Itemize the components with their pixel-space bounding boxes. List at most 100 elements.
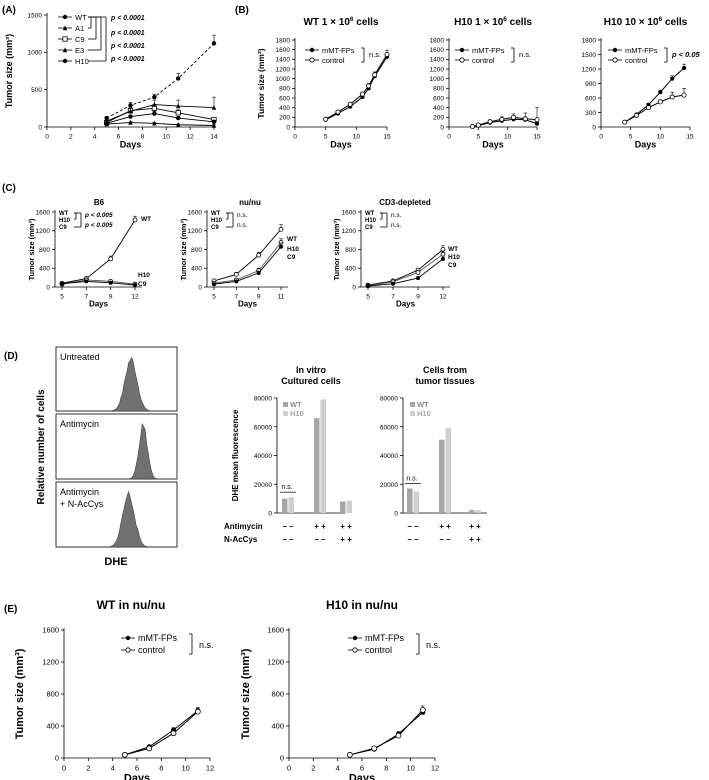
legend-label: H10 — [365, 218, 377, 224]
data-point-control — [634, 112, 640, 118]
treatment-sign: + + — [340, 535, 352, 544]
y-tick-label: 80000 — [254, 396, 272, 403]
treatment-sign: – – — [407, 535, 419, 544]
chart-title: H10 1 × 106 cells — [454, 16, 532, 28]
y-tick-label: 0 — [46, 284, 50, 291]
x-tick-label: 12 — [131, 294, 139, 301]
y-tick-label: 1500 — [28, 12, 43, 19]
bar-chart-D1: 0 20000 40000 60000 80000 DHE mean fluorescen… — [231, 365, 352, 518]
chart-C1: 0 400 800 1200 1600 5 7 9 12 Days Tumor size (mm³)… — [27, 198, 142, 309]
data-point-WT — [104, 115, 109, 121]
significance-label: n.s. — [519, 50, 531, 59]
y-tick-label: 800 — [433, 86, 444, 93]
x-tick-label: 6 — [135, 764, 139, 773]
panel-label-c: (C) — [2, 183, 16, 194]
y-tick-label: 800 — [39, 247, 50, 254]
y-tick-label: 0 — [394, 511, 398, 518]
x-tick-label: 7 — [235, 294, 239, 301]
y-tick-label: 0 — [352, 284, 356, 291]
y-axis-title: Relative number of cells — [36, 389, 47, 504]
histogram-box — [55, 481, 178, 548]
p-value-label: n.s. — [391, 222, 402, 229]
data-point-control — [335, 109, 341, 115]
y-tick-label: 600 — [279, 95, 290, 102]
x-tick-label: 0 — [293, 134, 297, 141]
x-tick-label: 9 — [257, 294, 261, 301]
histogram-label: + N-AcCys — [60, 499, 104, 509]
legend-label: A1 — [75, 24, 84, 33]
data-point-WT — [256, 252, 262, 258]
legend-label: mMT-FPs — [472, 46, 505, 55]
legend-label: control — [138, 645, 165, 655]
x-axis-title: Days — [330, 140, 352, 150]
legend-label: WT — [59, 211, 69, 217]
end-label: C9 — [138, 281, 147, 288]
y-tick-label: 1200 — [188, 228, 203, 235]
treatment-sign: – – — [407, 522, 419, 531]
x-axis-title: Days — [124, 773, 150, 780]
data-point-C9 — [366, 284, 370, 289]
series-line-H10 — [61, 279, 136, 285]
x-tick-label: 0 — [45, 134, 49, 141]
y-axis-title: Tumor size (mm³) — [179, 218, 188, 280]
y-tick-label: 800 — [345, 247, 356, 254]
legend-swatch-wt — [283, 402, 288, 407]
significance-label: n.s. — [199, 640, 214, 650]
y-tick-label: 800 — [46, 690, 59, 699]
chart-B1: 0 200 400 600 800 1000 1200 1400 1600 1800 0 5 10 15 D… — [256, 16, 391, 150]
y-axis-title: DHE mean fluorescence — [231, 409, 240, 501]
y-tick-label: 80000 — [380, 396, 398, 403]
x-axis-title: DHE — [104, 556, 127, 568]
treatment-sign: – – — [439, 535, 451, 544]
data-point-WT — [176, 76, 181, 81]
y-tick-label: 500 — [31, 87, 42, 94]
histogram-box — [55, 346, 178, 412]
legend-swatch-h10 — [410, 411, 415, 416]
data-point-A1 — [176, 122, 181, 127]
p-value-label: p < 0.005 — [84, 212, 113, 219]
chart-E2: 0 400 800 1200 1600 0 2 4 6 8 10 12 Days Tumor size (… — [240, 598, 439, 780]
title-superscript: 6 — [659, 16, 663, 23]
data-point-control — [475, 122, 481, 128]
y-tick-label: 800 — [279, 86, 290, 93]
legend-label: H10 — [75, 57, 89, 66]
chart-A: 0 500 1000 1500 0 2 4 6 8 10 12 14 Days Tumor size (m… — [4, 12, 218, 149]
data-point-C9 — [234, 279, 239, 284]
legend-label: E3 — [75, 46, 84, 55]
chart-title: H10 in nu/nu — [326, 598, 398, 612]
data-point-E3 — [128, 108, 133, 114]
chart-title: B6 — [94, 198, 105, 207]
x-tick-label: 5 — [60, 294, 64, 301]
p-value-label: p < 0.0001 — [110, 30, 145, 37]
legend-label: WT — [211, 211, 221, 217]
dhe-histograms: Untreated Antimycin Antimycin + N-AcCys Rela… — [36, 346, 178, 568]
bar-wt — [407, 488, 413, 513]
x-axis-title: Days — [238, 300, 258, 309]
legend-label: H10 — [59, 218, 71, 224]
series-line-WT — [61, 219, 136, 284]
x-tick-label: 10 — [504, 134, 512, 141]
treatment-sign: – – — [282, 522, 294, 531]
y-tick-label: 1800 — [430, 37, 445, 44]
data-point-A1 — [211, 122, 217, 128]
bar-wt — [469, 510, 475, 513]
legend-label: control — [472, 56, 495, 65]
treatment-sign: + + — [469, 535, 481, 544]
x-tick-label: 7 — [85, 294, 89, 301]
histogram-curve — [56, 490, 177, 548]
data-point-WT — [128, 103, 133, 108]
title-superscript: 6 — [350, 16, 354, 23]
y-axis-title: Tumor size (mm³) — [332, 218, 341, 280]
y-tick-label: 1200 — [342, 228, 357, 235]
x-tick-label: 12 — [206, 764, 214, 773]
legend-marker — [309, 47, 315, 53]
treatment-sign: – – — [314, 535, 326, 544]
title-suffix: cells — [662, 17, 687, 28]
data-point-H10 — [415, 270, 421, 275]
legend-marker — [62, 14, 68, 20]
data-point-control — [669, 94, 675, 100]
data-point-control — [384, 52, 390, 58]
y-tick-label: 400 — [39, 266, 50, 273]
